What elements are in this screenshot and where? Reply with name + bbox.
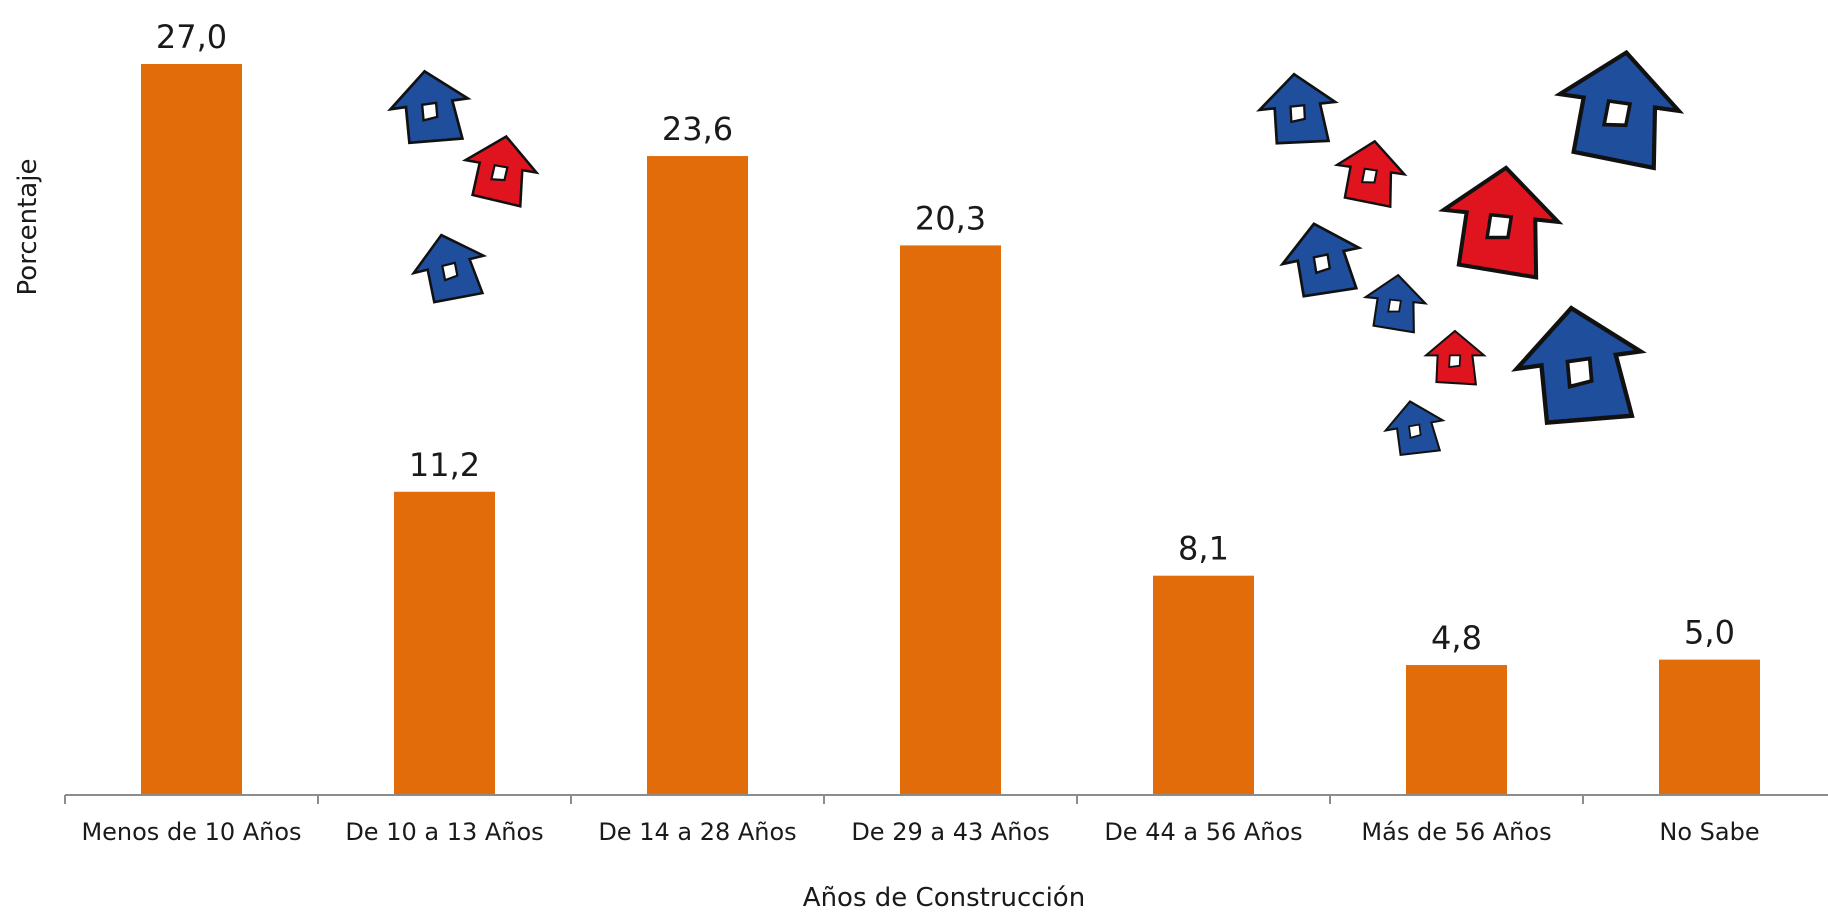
bars-group — [141, 64, 1760, 795]
x-tick-label: De 44 a 56 Años — [1104, 818, 1302, 846]
bar — [1406, 665, 1507, 795]
data-label: 23,6 — [662, 110, 733, 148]
houses-illustration — [384, 44, 1686, 461]
bar — [1153, 575, 1254, 795]
bar — [1659, 659, 1760, 795]
x-tick-label: De 29 a 43 Años — [851, 818, 1049, 846]
bar — [394, 491, 495, 795]
x-tick-label: Menos de 10 Años — [81, 818, 301, 846]
data-label: 4,8 — [1431, 619, 1482, 657]
x-tick-label: De 14 a 28 Años — [598, 818, 796, 846]
y-axis-title: Porcentaje — [13, 159, 43, 296]
house-icon — [1331, 135, 1410, 210]
data-label: 8,1 — [1178, 530, 1229, 568]
x-axis-title: Años de Construcción — [803, 883, 1085, 913]
bar — [141, 64, 242, 795]
house-icon — [405, 225, 494, 310]
data-label: 11,2 — [409, 446, 480, 484]
house-icon — [1509, 299, 1649, 430]
bar — [900, 245, 1001, 795]
house-icon — [1254, 68, 1341, 150]
house-icon — [1438, 162, 1563, 279]
house-icon — [1380, 395, 1449, 461]
x-axis: Menos de 10 Años De 10 a 13 Años De 14 a 2… — [64, 794, 1828, 846]
house-icon — [1361, 270, 1430, 335]
bar — [647, 156, 748, 795]
house-icon — [1552, 44, 1686, 170]
data-label: 20,3 — [915, 199, 986, 237]
x-tick-label: De 10 a 13 Años — [345, 818, 543, 846]
data-label: 27,0 — [156, 18, 227, 56]
x-tick-label: Más de 56 Años — [1361, 818, 1551, 846]
x-tick-label: No Sabe — [1659, 818, 1759, 846]
house-icon — [1424, 329, 1486, 386]
value-labels-group: 27,0 11,2 23,6 20,3 8,1 4,8 5,0 — [156, 18, 1735, 657]
house-icon — [458, 129, 543, 210]
house-icon — [384, 64, 475, 150]
data-label: 5,0 — [1684, 614, 1735, 652]
house-icon — [1274, 214, 1369, 304]
